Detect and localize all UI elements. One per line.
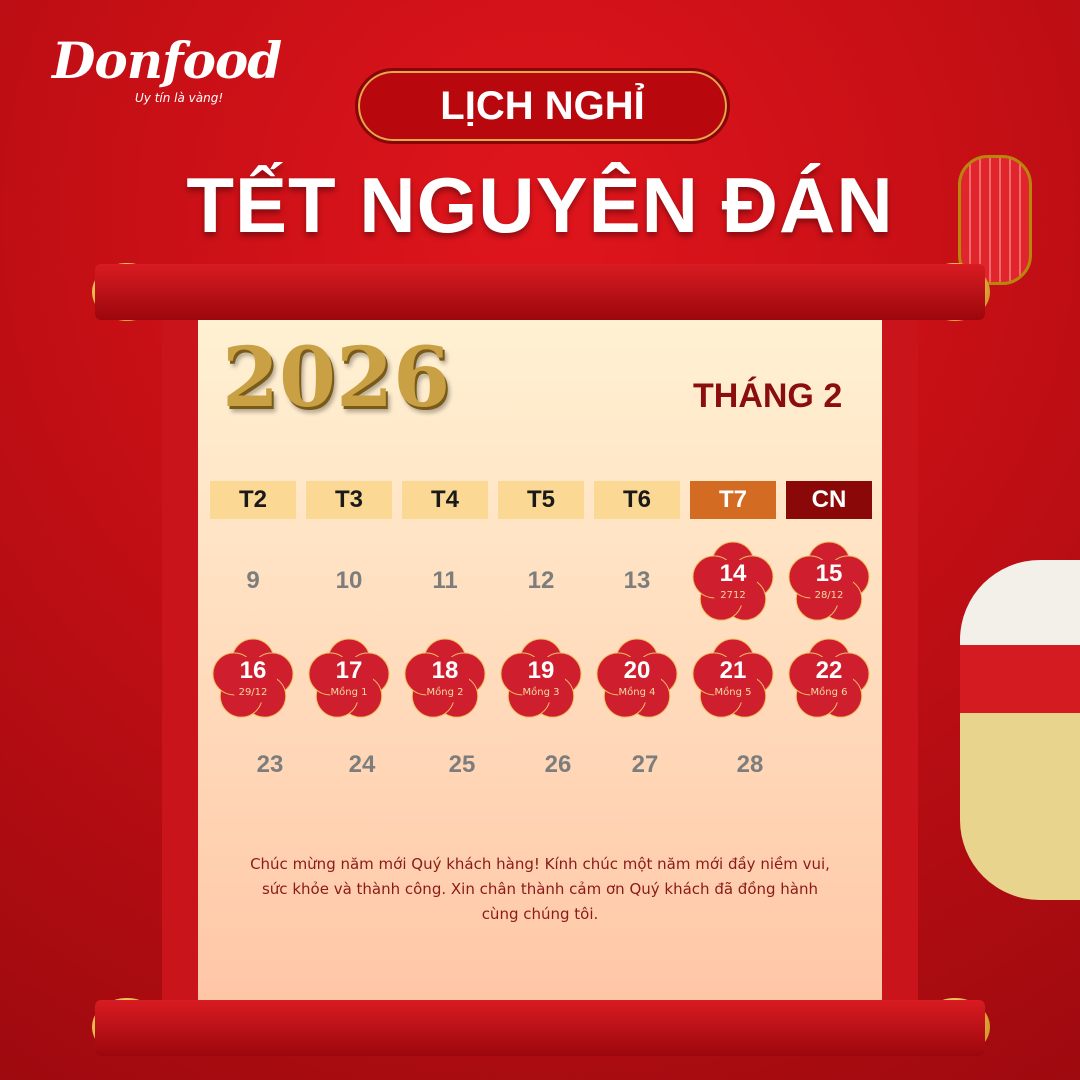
- weekday-header: T3: [306, 481, 392, 519]
- weekday-header: T2: [210, 481, 296, 519]
- day-number: 14: [719, 560, 747, 587]
- day-number: 22: [815, 657, 843, 684]
- lunar-date: Mồng 2: [426, 687, 464, 698]
- weekday-header: T4: [402, 481, 488, 519]
- scroll-rod-top: [95, 264, 985, 320]
- day-number: 16: [239, 657, 267, 684]
- holiday-day-cell: 18 Mồng 2: [403, 637, 487, 721]
- day-number: 19: [527, 657, 555, 684]
- weekday-header: T5: [498, 481, 584, 519]
- day-cell: 28: [736, 751, 764, 778]
- scroll-rod-bottom: [95, 1000, 985, 1056]
- day-cell: 23: [256, 751, 284, 778]
- weekday-header: T6: [594, 481, 680, 519]
- holiday-day-cell: 14 2712: [691, 540, 775, 624]
- day-cell: 26: [544, 751, 572, 778]
- lantern-icon: [958, 155, 1032, 285]
- holiday-day-cell: 21 Mồng 5: [691, 637, 775, 721]
- day-cell: 24: [348, 751, 376, 778]
- day-number: 20: [623, 657, 651, 684]
- lion-dance-decoration: [960, 560, 1080, 900]
- brand-slogan: Uy tín là vàng!: [135, 91, 224, 105]
- day-cell: 9: [246, 567, 260, 594]
- day-cell: 25: [448, 751, 476, 778]
- holiday-day-cell: 16 29/12: [211, 637, 295, 721]
- day-cell: 27: [631, 751, 659, 778]
- holiday-day-cell: 17 Mồng 1: [307, 637, 391, 721]
- holiday-day-cell: 19 Mồng 3: [499, 637, 583, 721]
- year-label: 2026: [222, 330, 451, 426]
- brand-logo: Donfood: [52, 31, 282, 90]
- holiday-day-cell: 22 Mồng 6: [787, 637, 871, 721]
- lunar-date: Mồng 5: [714, 687, 752, 698]
- banner-title: LỊCH NGHỈ: [355, 68, 730, 144]
- day-cell: 12: [527, 567, 555, 594]
- lunar-date: Mồng 1: [330, 687, 368, 698]
- lunar-date: 29/12: [238, 687, 268, 698]
- lunar-date: Mồng 4: [618, 687, 656, 698]
- day-cell: 10: [335, 567, 363, 594]
- day-cell: 11: [432, 567, 458, 594]
- page-title: TẾT NGUYÊN ĐÁN: [186, 161, 894, 249]
- lunar-date: 28/12: [814, 590, 844, 601]
- holiday-day-cell: 20 Mồng 4: [595, 637, 679, 721]
- month-label: THÁNG 2: [693, 377, 843, 415]
- day-number: 21: [719, 657, 747, 684]
- scroll-border-left: [162, 300, 198, 1020]
- day-number: 17: [335, 657, 363, 684]
- scroll-border-right: [882, 300, 918, 1020]
- lunar-date: Mồng 6: [810, 687, 848, 698]
- weekday-header: T7: [690, 481, 776, 519]
- lunar-date: 2712: [720, 590, 746, 601]
- day-cell: 13: [623, 567, 651, 594]
- weekday-header: CN: [786, 481, 872, 519]
- holiday-day-cell: 15 28/12: [787, 540, 871, 624]
- day-number: 15: [815, 560, 843, 587]
- day-number: 18: [431, 657, 459, 684]
- lunar-date: Mồng 3: [522, 687, 560, 698]
- greeting-message: Chúc mừng năm mới Quý khách hàng! Kính c…: [250, 855, 830, 923]
